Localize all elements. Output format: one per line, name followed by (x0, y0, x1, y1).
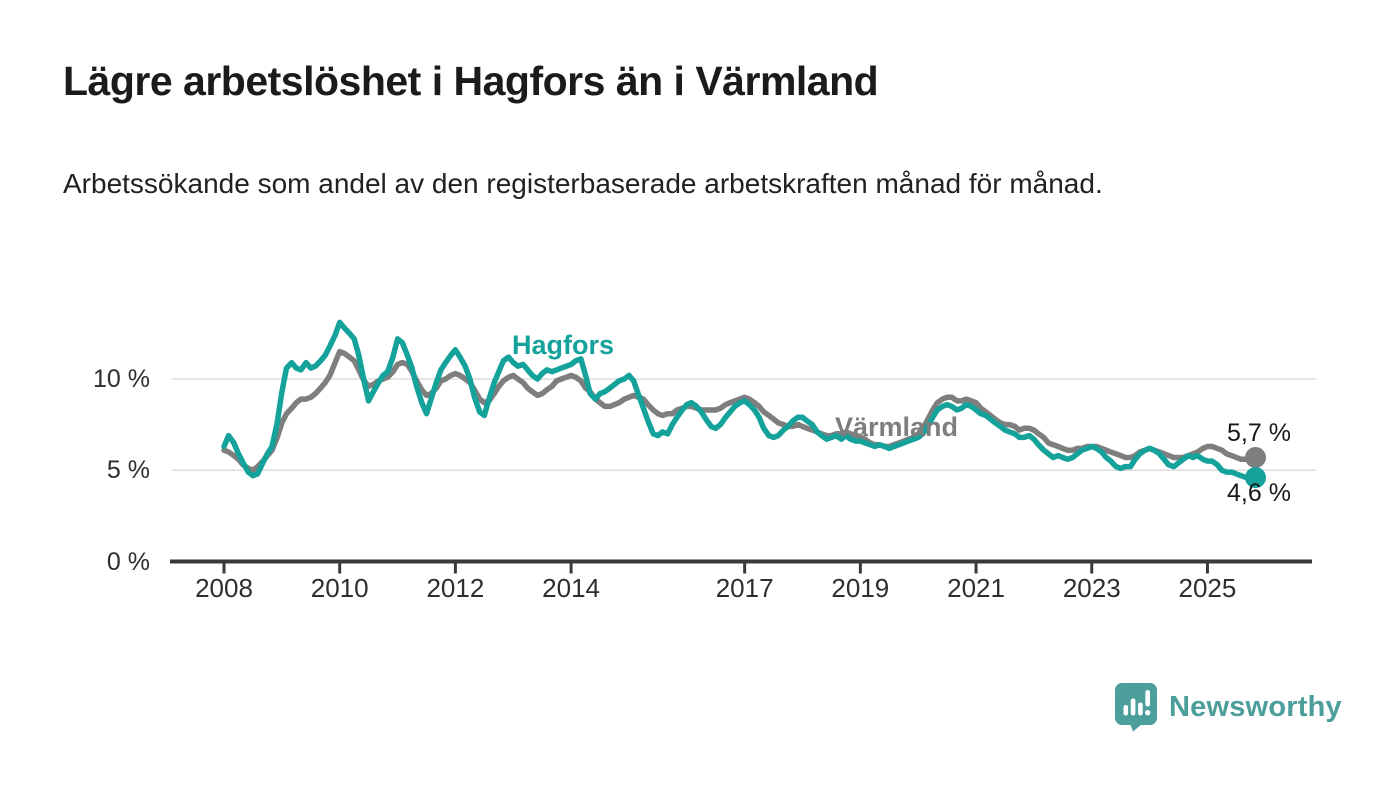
x-axis-label: 2025 (1178, 573, 1237, 603)
x-axis-label: 2014 (542, 573, 601, 603)
x-axis-label: 2023 (1062, 573, 1121, 603)
chart-subtitle: Arbetssökande som andel av den registerb… (63, 168, 1103, 199)
hagfors-end-value-label: 4,6 % (1227, 479, 1291, 507)
x-axis-label: 2012 (426, 573, 485, 603)
hagfors-line (221, 319, 1259, 481)
varmland-end-dot (1245, 447, 1266, 468)
newsworthy-logo: Newsworthy (1114, 682, 1342, 732)
x-axis-label: 2021 (947, 573, 1005, 603)
gridlines (170, 378, 1316, 564)
varmland-series-label: Värmland (835, 412, 959, 442)
x-axis-label: 2019 (831, 573, 890, 603)
x-axis-label: 2010 (310, 573, 369, 603)
axis-ticks (222, 562, 1209, 574)
varmland-end-value-label: 5,7 % (1227, 419, 1291, 447)
y-axis-label: 0 % (106, 547, 150, 576)
hagfors-series-label: Hagfors (512, 330, 615, 360)
newsworthy-logo-text: Newsworthy (1169, 690, 1342, 723)
x-axis-label: 2017 (715, 573, 774, 603)
x-axis-label: 2008 (195, 573, 253, 603)
y-axis-label: 5 % (106, 456, 150, 485)
chart-title: Lägre arbetslöshet i Hagfors än i Värmla… (63, 58, 879, 104)
y-axis-label: 10 % (93, 365, 150, 393)
newsworthy-logo-icon (1115, 683, 1157, 732)
hagfors-end-dot (1245, 467, 1266, 489)
